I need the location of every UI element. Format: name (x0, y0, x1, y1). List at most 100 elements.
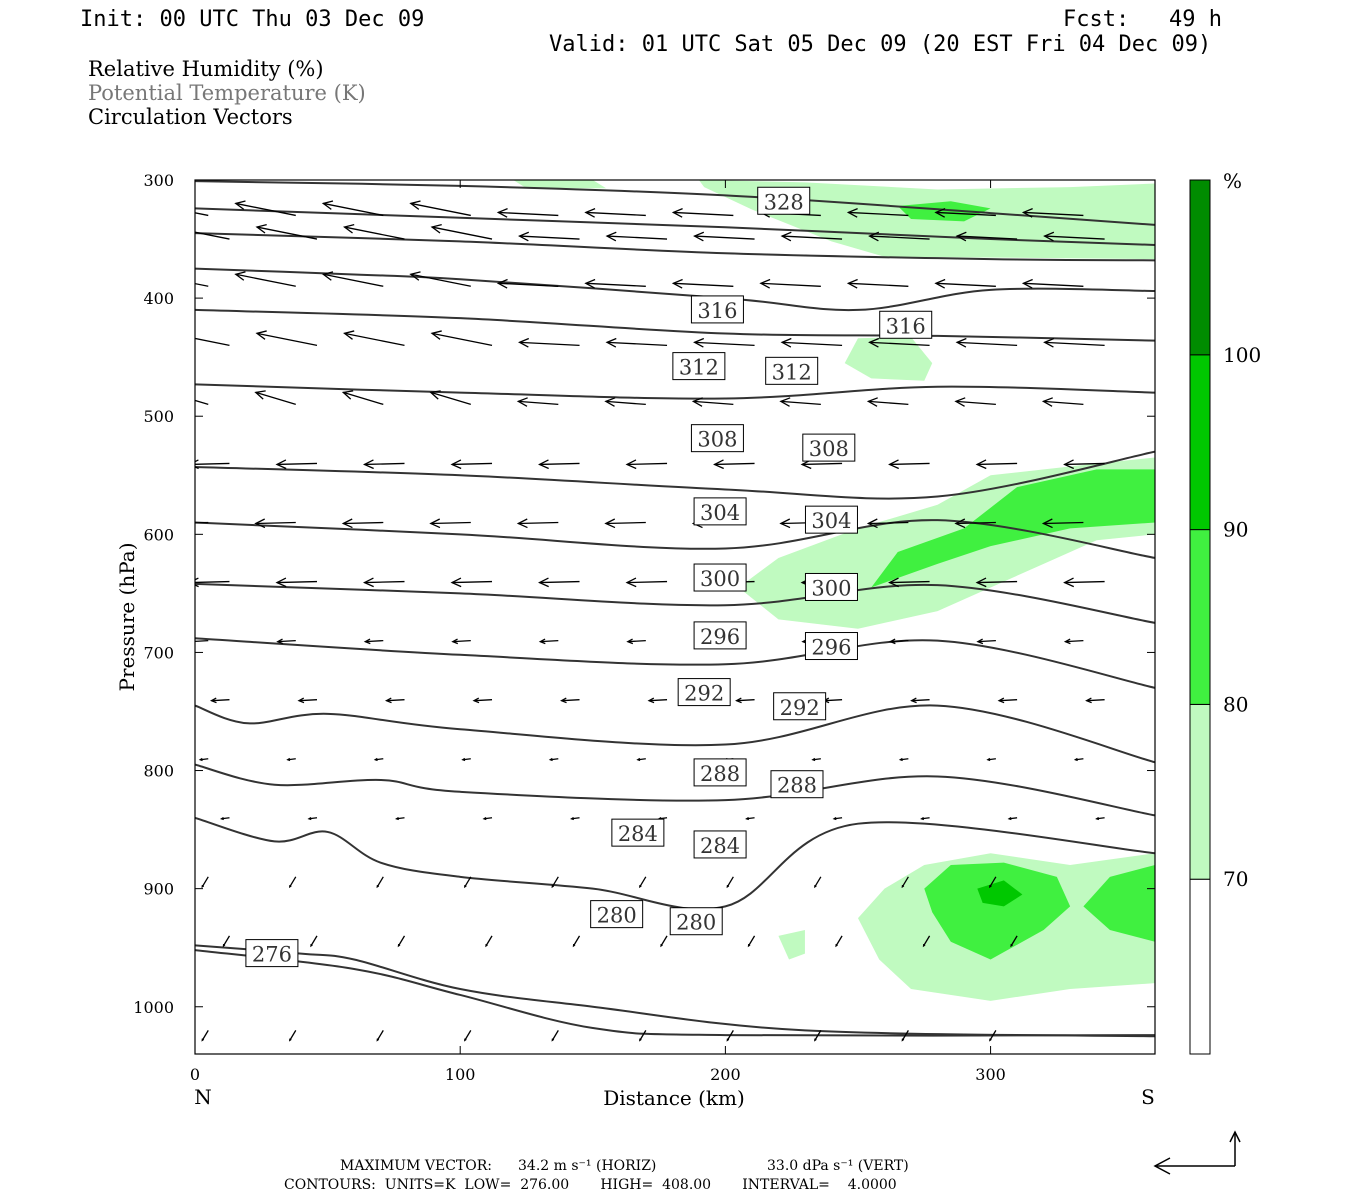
theta-label-text: 316 (697, 299, 737, 323)
vector-head (989, 884, 992, 889)
colorbar-segment (1189, 179, 1211, 356)
vector-shaft (323, 273, 384, 287)
colorbar-segment (1189, 529, 1211, 705)
circulation-vector (671, 208, 734, 218)
circulation-vector (691, 397, 734, 407)
vector-shaft (605, 400, 646, 406)
vector-head (726, 1038, 730, 1042)
vector-shaft (289, 1030, 297, 1041)
theta-label-text: 296 (811, 636, 851, 660)
vector-shaft (276, 580, 318, 584)
theta-label: 304 (804, 505, 858, 534)
circulation-vector (551, 1030, 559, 1042)
circulation-vector (920, 816, 930, 821)
vector-shaft (977, 580, 1018, 584)
circulation-vector (195, 231, 230, 240)
circulation-vector (234, 200, 296, 217)
vector-head (726, 884, 730, 889)
theta-label-box (690, 295, 744, 324)
vector-shaft (782, 235, 843, 240)
vector-head (275, 459, 287, 470)
vector-shaft (901, 876, 909, 888)
theta-label: 288 (693, 758, 747, 787)
theta-label-box (879, 310, 933, 339)
theta-line-324 (195, 207, 1155, 246)
vector-head (811, 757, 816, 762)
vector-head (671, 278, 683, 289)
circulation-vector (496, 208, 559, 218)
theta-label-box (693, 758, 747, 787)
circulation-vector (276, 638, 296, 645)
vector-head (255, 224, 267, 234)
vector-shaft (714, 462, 755, 466)
colorbar-level-label: 80 (1223, 692, 1248, 716)
circulation-vector (822, 697, 843, 704)
circulation-vector (888, 459, 930, 470)
circulation-vector (660, 935, 668, 948)
vector-head (496, 208, 508, 218)
theta-label-text: 304 (811, 509, 851, 533)
vector-head (647, 697, 655, 704)
vector-head (639, 1038, 642, 1042)
vector-head (341, 390, 354, 400)
circulation-vector (516, 397, 559, 407)
vector-head (954, 518, 966, 529)
vector-head (584, 208, 596, 218)
vector-head (713, 459, 724, 470)
forecast-hour: Fcst: 49 h (1063, 7, 1222, 32)
vector-head (362, 577, 374, 588)
max-vector-horizontal: 34.2 m s⁻¹ (HORIZ) (518, 1158, 657, 1174)
circulation-vector (846, 278, 909, 289)
circulation-vector (409, 271, 471, 287)
circulation-vector (548, 757, 559, 762)
theta-label-box (802, 433, 856, 462)
vector-shaft (955, 400, 996, 406)
vector-head (604, 397, 616, 407)
circulation-vector (726, 1030, 734, 1042)
x-tick-label: 0 (190, 1065, 200, 1084)
circulation-vector (461, 757, 471, 762)
circulation-vector (955, 231, 1018, 242)
vector-shaft (824, 699, 843, 702)
vector-shaft (323, 202, 384, 217)
y-axis-label: Pressure (hPa) (115, 543, 139, 692)
circulation-vector (551, 876, 559, 889)
vector-shaft (627, 639, 646, 643)
vector-shaft (848, 211, 909, 217)
vector-head (1095, 816, 1100, 821)
circulation-vector (868, 231, 930, 242)
vector-shaft (410, 273, 471, 287)
vector-head (234, 200, 246, 210)
valid-time: Valid: 01 UTC Sat 05 Dec 09 (20 EST Fri … (549, 32, 1212, 57)
theta-label-text: 304 (700, 501, 740, 525)
vector-shaft (911, 699, 930, 702)
vector-shaft (868, 521, 909, 525)
vector-head (976, 638, 984, 645)
vector-head (584, 278, 596, 289)
theta-label: 292 (677, 678, 731, 707)
legend-potential-temperature: Potential Temperature (K) (88, 81, 366, 105)
theta-label-text: 300 (811, 576, 851, 600)
y-tick-label: 600 (143, 525, 174, 544)
vector-head (901, 1038, 905, 1042)
theta-label: 300 (693, 563, 747, 592)
vector-shaft (195, 282, 209, 287)
vector-head (1063, 577, 1075, 588)
vector-shaft (607, 341, 668, 347)
circulation-vector (201, 876, 209, 889)
circulation-vector (485, 935, 493, 948)
circulation-vector (1041, 518, 1084, 529)
circulation-vector (275, 459, 318, 470)
vector-head (560, 697, 567, 704)
vector-head (464, 1038, 467, 1042)
theta-label-box (804, 632, 858, 661)
vector-head (451, 638, 459, 645)
circulation-vector (1043, 337, 1105, 348)
theta-label-box (690, 424, 744, 453)
circulation-vector (888, 638, 909, 645)
vector-head (975, 459, 987, 470)
circulation-vector (814, 876, 822, 889)
circulation-vector (429, 518, 471, 529)
theta-line-328 (195, 180, 1155, 226)
vector-head (551, 1038, 555, 1042)
